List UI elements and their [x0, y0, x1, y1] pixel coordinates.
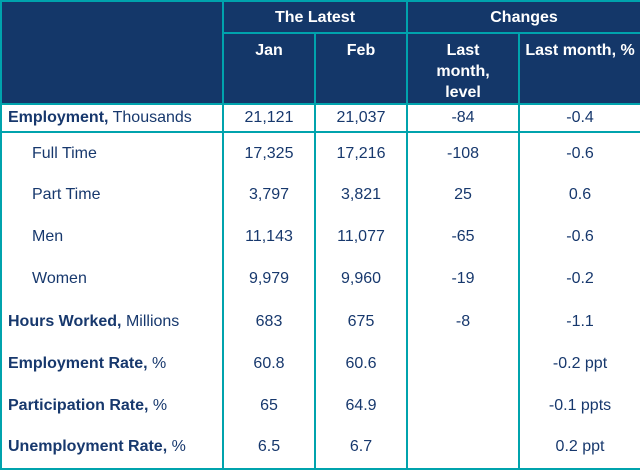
cell-jan: 683 — [222, 300, 315, 343]
row-label: Hours Worked, Millions — [1, 301, 223, 343]
table-row-unemployment-rate: Unemployment Rate, % 6.5 6.7 0.2 ppt — [1, 426, 640, 469]
table-row-employment-rate: Employment Rate, % 60.8 60.6 -0.2 ppt — [1, 342, 640, 385]
cell-jan: 11,143 — [222, 216, 315, 259]
cell-feb: 64.9 — [313, 384, 408, 427]
cell-feb: 60.6 — [313, 342, 408, 385]
stub-header-cell — [1, 1, 223, 104]
cell-change-level: -84 — [406, 102, 520, 134]
cell-change-level — [406, 384, 520, 427]
cell-change-pct: -0.4 — [518, 102, 640, 134]
col-header-jan: Jan — [222, 33, 315, 104]
cell-feb: 3,821 — [313, 174, 408, 217]
table-header: The Latest Changes Jan Feb Last month, l… — [1, 1, 640, 104]
cell-change-pct: 0.6 — [518, 174, 640, 217]
header-group-changes: Changes — [406, 1, 640, 34]
cell-change-pct: -1.1 — [518, 300, 640, 343]
cell-change-level: -8 — [406, 300, 520, 343]
col-header-last-month-level-text: Last month, level — [436, 42, 490, 101]
cell-change-level — [406, 426, 520, 469]
table-row-men: Men 11,143 11,077 -65 -0.6 — [1, 216, 640, 259]
table-row-women: Women 9,979 9,960 -19 -0.2 — [1, 258, 640, 301]
header-columns-row: Jan Feb Last month, level Last month, % — [1, 33, 640, 104]
table-row-part-time: Part Time 3,797 3,821 25 0.6 — [1, 174, 640, 217]
row-label: Employment Rate, % — [1, 343, 223, 385]
col-header-last-month-pct-text: Last month, % — [525, 42, 635, 59]
row-label-strong: Unemployment Rate, — [8, 438, 168, 456]
row-label-plain: % — [147, 354, 167, 372]
row-label-strong: Employment, — [8, 109, 109, 127]
table-row-participation-rate: Participation Rate, % 65 64.9 -0.1 ppts — [1, 384, 640, 427]
row-label: Participation Rate, % — [1, 385, 223, 427]
cell-change-pct: -0.2 — [518, 258, 640, 301]
row-label: Men — [1, 216, 223, 258]
cell-feb: 675 — [313, 300, 408, 343]
row-label-plain: Women — [32, 270, 87, 288]
row-label-strong: Employment Rate, — [8, 354, 148, 372]
cell-jan: 6.5 — [222, 426, 315, 469]
row-label-plain: Part Time — [32, 186, 101, 204]
cell-change-level: -108 — [406, 132, 520, 175]
col-header-last-month-pct: Last month, % — [518, 33, 640, 104]
cell-feb: 6.7 — [313, 426, 408, 469]
row-label: Employment, Thousands — [1, 102, 223, 134]
row-label-plain: Thousands — [108, 109, 192, 127]
row-label-strong: Participation Rate, — [8, 396, 149, 414]
row-label: Full Time — [1, 132, 223, 174]
row-label-strong: Hours Worked, — [8, 312, 122, 330]
row-label-plain: % — [167, 438, 186, 456]
header-group-row: The Latest Changes — [1, 1, 640, 104]
header-group-latest: The Latest — [221, 1, 408, 34]
table-row-full-time: Full Time 17,325 17,216 -108 -0.6 — [1, 132, 640, 175]
cell-feb: 9,960 — [313, 258, 408, 301]
col-header-last-month-level: Last month, level — [406, 33, 520, 104]
row-label-plain: Full Time — [32, 144, 97, 162]
cell-change-pct: -0.6 — [518, 132, 640, 175]
table-row-employment: Employment, Thousands 21,121 21,037 -84 … — [1, 102, 640, 134]
cell-jan: 9,979 — [222, 258, 315, 301]
cell-feb: 11,077 — [313, 216, 408, 259]
cell-change-level: -19 — [406, 258, 520, 301]
cell-change-pct: -0.6 — [518, 216, 640, 259]
row-label: Women — [1, 258, 223, 300]
cell-change-pct: -0.1 ppts — [518, 384, 640, 427]
cell-change-level — [406, 342, 520, 385]
row-label-plain: Men — [32, 228, 64, 246]
cell-jan: 21,121 — [222, 102, 315, 134]
table-body: Employment, Thousands 21,121 21,037 -84 … — [1, 102, 640, 469]
cell-feb: 21,037 — [313, 102, 408, 134]
cell-change-pct: 0.2 ppt — [518, 426, 640, 469]
table-row-hours-worked: Hours Worked, Millions 683 675 -8 -1.1 — [1, 300, 640, 343]
cell-jan: 3,797 — [222, 174, 315, 217]
cell-change-level: -65 — [406, 216, 520, 259]
row-label-plain: % — [148, 396, 168, 414]
cell-change-pct: -0.2 ppt — [518, 342, 640, 385]
row-label: Part Time — [1, 174, 223, 216]
col-header-feb: Feb — [313, 33, 408, 104]
cell-jan: 65 — [222, 384, 315, 427]
cell-jan: 60.8 — [222, 342, 315, 385]
row-label-plain: Millions — [121, 312, 180, 330]
cell-change-level: 25 — [406, 174, 520, 217]
cell-jan: 17,325 — [222, 132, 315, 175]
row-label: Unemployment Rate, % — [1, 427, 223, 469]
cell-feb: 17,216 — [313, 132, 408, 175]
